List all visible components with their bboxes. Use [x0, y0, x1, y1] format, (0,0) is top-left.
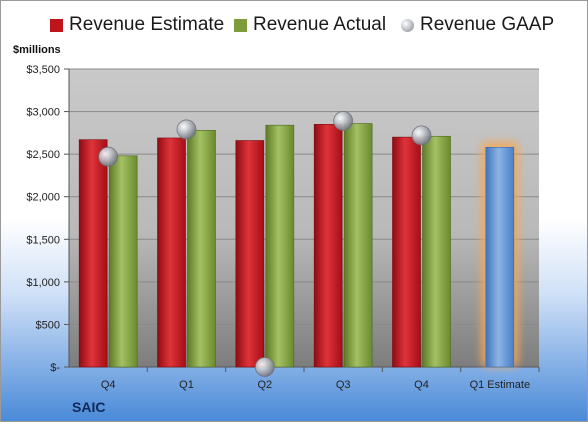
- y-tick-label: $1,500: [26, 234, 60, 246]
- bar-q1-estimate: [485, 147, 515, 368]
- x-tick-label: Q4: [414, 379, 429, 391]
- y-tick-label: $3,000: [26, 107, 60, 119]
- bar-revenue-estimate: [313, 124, 343, 368]
- bar-revenue-estimate: [235, 140, 265, 368]
- y-tick-label: $3,500: [26, 64, 60, 76]
- legend-actual: Revenue Actual: [234, 14, 386, 36]
- point-revenue-gaap: [254, 357, 275, 377]
- bar-revenue-estimate: [78, 139, 108, 368]
- plot-area: [69, 69, 539, 367]
- legend-estimate-label: Revenue Estimate: [69, 14, 225, 35]
- legend-estimate: Revenue Estimate: [50, 14, 224, 36]
- bar-revenue-actual: [422, 135, 451, 368]
- x-tick-label: Q4: [101, 379, 116, 391]
- bar-revenue-actual: [265, 124, 295, 368]
- bar-revenue-estimate: [392, 136, 421, 368]
- x-tick-label: Q3: [336, 379, 351, 391]
- x-tick-label: Q1 Estimate: [470, 379, 531, 391]
- units-label: $millions: [13, 44, 61, 56]
- bar-revenue-actual: [343, 123, 373, 368]
- legend-estimate-swatch: [50, 18, 63, 32]
- y-tick-label: $-: [50, 362, 60, 374]
- bar-revenue-actual: [108, 155, 138, 368]
- point-revenue-gaap: [411, 125, 432, 146]
- y-tick-label: $2,000: [26, 192, 60, 204]
- legend-actual-label: Revenue Actual: [253, 14, 387, 35]
- x-tick-label: Q2: [257, 379, 272, 391]
- legend-gaap: Revenue GAAP: [401, 14, 554, 36]
- bar-revenue-actual: [187, 130, 216, 368]
- y-tick-label: $2,500: [26, 149, 60, 161]
- legend: Revenue Estimate Revenue Actual Revenue …: [1, 14, 587, 44]
- y-tick-label: $500: [36, 319, 60, 331]
- bar-revenue-estimate: [157, 137, 186, 368]
- point-revenue-gaap: [98, 146, 119, 167]
- point-revenue-gaap: [176, 119, 197, 140]
- point-revenue-gaap: [333, 111, 354, 131]
- x-tick-label: Q1: [179, 379, 194, 391]
- legend-gaap-swatch: [401, 18, 414, 32]
- legend-actual-swatch: [234, 18, 247, 32]
- legend-gaap-label: Revenue GAAP: [420, 14, 555, 35]
- y-tick-label: $1,000: [26, 277, 60, 289]
- company-label: SAIC: [72, 399, 106, 415]
